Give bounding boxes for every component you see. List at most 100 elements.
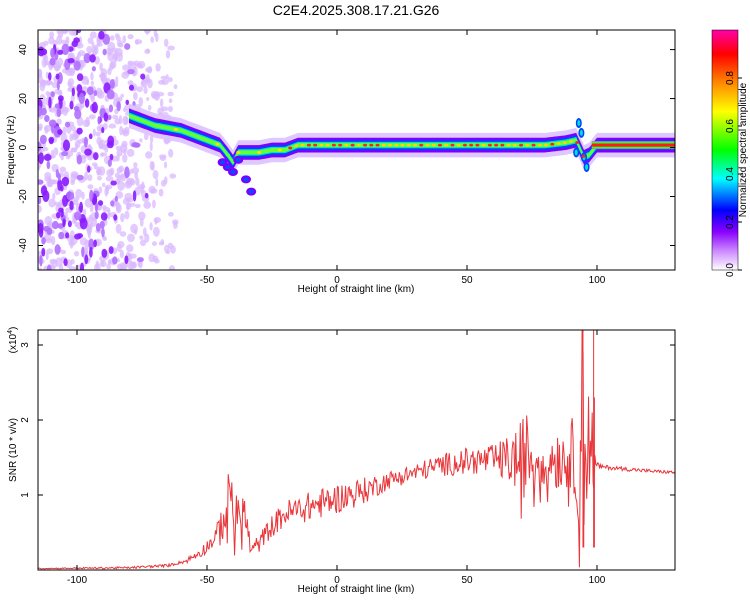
- noise-blob: [61, 176, 70, 187]
- noise-blob: [46, 160, 51, 170]
- noise-blob: [84, 254, 89, 265]
- noise-blob: [56, 107, 62, 118]
- noise-speckle: [101, 152, 107, 157]
- noise-blob: [124, 166, 130, 179]
- noise-blob: [69, 100, 74, 110]
- snr-ticks: -100 -50 0 50 100 1 2 3: [20, 330, 675, 586]
- noise-blob: [54, 244, 61, 255]
- noise-speckle: [115, 76, 119, 86]
- noise-speckle: [119, 265, 124, 270]
- ridge-bead: [431, 143, 436, 147]
- ridge-bead: [388, 143, 393, 147]
- noise-speckle: [84, 171, 89, 181]
- noise-speckle: [157, 107, 164, 115]
- ridge-bead: [550, 142, 555, 146]
- ridge-bead: [581, 154, 586, 158]
- ridge-bead: [350, 143, 355, 147]
- noise-blob: [41, 236, 46, 245]
- ridge-bead: [544, 143, 549, 147]
- noise-blob: [109, 78, 115, 89]
- noise-speckle: [149, 222, 153, 231]
- noise-blob: [74, 109, 82, 120]
- noise-speckle: [70, 258, 75, 265]
- y-tick-label: 3: [20, 342, 31, 348]
- noise-blob: [76, 84, 83, 93]
- noise-blob: [95, 223, 101, 232]
- noise-speckle: [143, 30, 152, 34]
- noise-speckle: [114, 33, 120, 38]
- noise-speckle: [134, 39, 139, 45]
- noise-blob: [80, 262, 85, 270]
- noise-speckle: [149, 160, 154, 171]
- noise-speckle: [105, 184, 113, 190]
- noise-blob: [103, 112, 109, 122]
- noise-speckle: [116, 153, 120, 162]
- noise-speckle: [119, 231, 127, 237]
- noise-speckle: [38, 204, 42, 214]
- noise-speckle: [89, 31, 97, 39]
- ridge-bead: [419, 143, 424, 147]
- noise-speckle: [122, 64, 130, 71]
- colorbar-ticks: 0.0 0.2 0.4 0.6 0.8: [725, 71, 742, 277]
- noise-speckle: [152, 226, 160, 237]
- noise-speckle: [46, 177, 53, 188]
- noise-blob: [56, 223, 65, 229]
- ridge-bead: [267, 149, 272, 152]
- noise-speckle: [109, 35, 115, 41]
- noise-blob: [76, 73, 84, 81]
- ridge-bead: [512, 143, 517, 147]
- noise-blob: [125, 99, 130, 105]
- noise-speckle: [143, 201, 152, 209]
- ridge-bead: [506, 143, 511, 147]
- noise-speckle: [90, 72, 94, 81]
- noise-speckle: [173, 84, 178, 90]
- noise-speckle: [60, 249, 67, 255]
- noise-speckle: [38, 267, 43, 270]
- noise-blob: [76, 127, 83, 135]
- noise-speckle: [143, 86, 148, 94]
- noise-speckle: [124, 210, 130, 220]
- ridge-bead: [153, 124, 157, 127]
- ridge-bead: [475, 143, 480, 147]
- noise-blob: [106, 89, 115, 100]
- noise-blob: [92, 152, 99, 161]
- noise-speckle: [102, 236, 107, 242]
- noise-speckle: [102, 182, 106, 188]
- noise-speckle: [115, 203, 122, 214]
- noise-blob: [56, 211, 61, 219]
- noise-blob: [132, 142, 141, 148]
- noise-speckle: [137, 60, 146, 69]
- ridge-bead: [444, 143, 449, 147]
- noise-blob: [101, 227, 105, 238]
- noise-speckle: [50, 259, 58, 269]
- noise-speckle: [78, 36, 82, 45]
- colorbar-tick-label: 0.8: [725, 71, 736, 85]
- noise-speckle: [98, 139, 103, 150]
- x-tick-label: 50: [461, 275, 473, 286]
- noise-speckle: [126, 148, 135, 157]
- ridge-bead: [375, 143, 380, 147]
- noise-speckle: [151, 241, 157, 247]
- ridge-bead: [215, 142, 220, 146]
- noise-speckle: [169, 245, 176, 254]
- noise-speckle: [96, 42, 103, 47]
- noise-blob: [86, 86, 94, 96]
- noise-speckle: [48, 198, 56, 208]
- ridge-bead: [456, 143, 461, 147]
- noise-speckle: [122, 35, 127, 44]
- noise-speckle: [136, 86, 144, 93]
- ridge-fragment: [225, 165, 231, 170]
- noise-speckle: [106, 212, 111, 220]
- spectrogram-ticks: -100 -50 0 50 100 -40 -20 0 20 40: [18, 30, 675, 286]
- snr-panel: -100 -50 0 50 100 1 2 3 Height of straight line…: [7, 327, 676, 595]
- ridge-bead: [437, 143, 442, 147]
- noise-blob: [76, 30, 82, 34]
- ridge-bead: [294, 144, 299, 148]
- noise-blob: [113, 214, 118, 221]
- ridge-bead: [331, 143, 336, 147]
- noise-speckle: [164, 161, 168, 169]
- noise-speckle: [134, 172, 139, 180]
- noise-speckle: [91, 41, 95, 49]
- ridge-bead: [300, 143, 305, 147]
- noise-speckle: [57, 57, 64, 67]
